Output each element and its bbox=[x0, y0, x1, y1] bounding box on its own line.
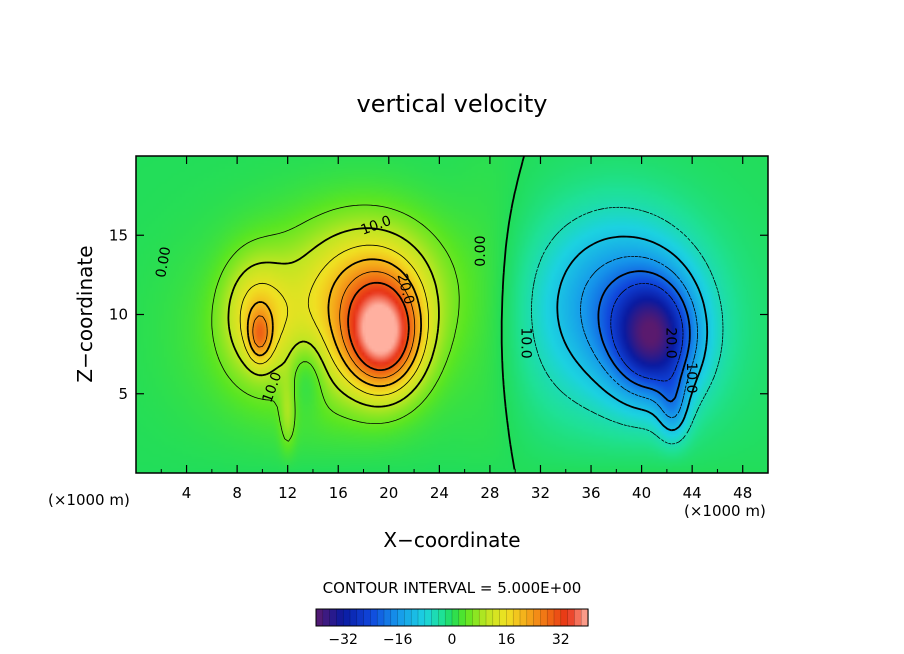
colorbar-segment bbox=[451, 608, 460, 627]
contour-level bbox=[597, 270, 691, 403]
colorbar-segment bbox=[472, 608, 480, 627]
colorbar-segments bbox=[315, 608, 589, 627]
contour-label: 10.0 bbox=[683, 362, 699, 393]
contour-level bbox=[246, 258, 422, 388]
chart-title: vertical velocity bbox=[357, 90, 548, 118]
contour-label: 20.0 bbox=[393, 272, 417, 306]
colorbar-segment bbox=[342, 608, 351, 627]
contour-label: 0.00 bbox=[153, 245, 174, 278]
colorbar-segment bbox=[363, 608, 372, 627]
contour-level bbox=[227, 227, 440, 408]
colorbar-segment bbox=[478, 608, 487, 627]
colorbar-segment bbox=[533, 608, 542, 627]
x-tick-label: 24 bbox=[430, 484, 449, 502]
x-tick-label: 40 bbox=[632, 484, 651, 502]
colorbar-segment bbox=[580, 608, 589, 627]
colorbar-segment bbox=[560, 608, 569, 627]
colorbar-segment bbox=[390, 608, 399, 627]
x-unit-right: (×1000 m) bbox=[684, 502, 766, 520]
colorbar-segment bbox=[506, 608, 514, 627]
contour-level bbox=[211, 204, 460, 442]
x-tick-label: 4 bbox=[182, 484, 192, 502]
colorbar-segment bbox=[499, 608, 508, 627]
colorbar-tick-label: 16 bbox=[497, 632, 515, 648]
contour-label: 0.00 bbox=[473, 236, 489, 267]
velocity-field bbox=[136, 156, 768, 473]
contour-level bbox=[239, 244, 429, 396]
x-tick-label: 32 bbox=[531, 484, 550, 502]
x-tick-label: 44 bbox=[683, 484, 702, 502]
x-tick-label: 28 bbox=[480, 484, 499, 502]
colorbar-segment bbox=[546, 608, 555, 627]
colorbar: −32 −16 0 16 32 bbox=[315, 608, 589, 648]
colorbar-segment bbox=[376, 608, 385, 627]
colorbar-segment bbox=[540, 608, 548, 627]
colorbar-segment bbox=[329, 608, 338, 627]
colorbar-segment bbox=[410, 608, 419, 627]
x-tick-label: 36 bbox=[581, 484, 600, 502]
x-tick-label: 16 bbox=[329, 484, 348, 502]
colorbar-segment bbox=[458, 608, 467, 627]
colorbar-segment bbox=[567, 608, 576, 627]
colorbar-tick-label: −32 bbox=[328, 632, 358, 648]
colorbar-segment bbox=[444, 608, 453, 627]
x-tick-label: 8 bbox=[232, 484, 242, 502]
colorbar-segment bbox=[526, 608, 535, 627]
contour-level bbox=[556, 235, 709, 432]
colorbar-segment bbox=[322, 608, 331, 627]
contour-lines bbox=[211, 156, 724, 470]
colorbar-segment bbox=[492, 608, 501, 627]
colorbar-tick-label: −16 bbox=[383, 632, 413, 648]
x-tick-label: 20 bbox=[379, 484, 398, 502]
colorbar-segment bbox=[574, 608, 582, 627]
colorbar-segment bbox=[465, 608, 474, 627]
y-tick-label: 5 bbox=[118, 385, 128, 403]
contour-label: 10.0 bbox=[517, 327, 533, 358]
colorbar-segment bbox=[512, 608, 521, 627]
contour-level bbox=[500, 156, 525, 470]
colorbar-segment bbox=[397, 608, 406, 627]
colorbar-segment bbox=[404, 608, 412, 627]
contour-level bbox=[252, 271, 416, 379]
colorbar-segment bbox=[336, 608, 344, 627]
colorbar-segment bbox=[315, 608, 324, 627]
colorbar-segment bbox=[417, 608, 426, 627]
colorbar-segment bbox=[356, 608, 365, 627]
colorbar-segment bbox=[349, 608, 358, 627]
contour-label: 20.0 bbox=[663, 327, 679, 358]
x-tick-label: 48 bbox=[733, 484, 752, 502]
colorbar-segment bbox=[485, 608, 494, 627]
y-tick-label: 10 bbox=[109, 306, 128, 324]
x-axis-label: X−coordinate bbox=[383, 528, 520, 552]
colorbar-segment bbox=[370, 608, 378, 627]
colorbar-ticks: −32 −16 0 16 32 bbox=[328, 632, 569, 648]
x-tick-label: 12 bbox=[278, 484, 297, 502]
colorbar-segment bbox=[438, 608, 446, 627]
colorbar-segment bbox=[519, 608, 528, 627]
colorbar-frame bbox=[315, 608, 589, 627]
colorbar-segment bbox=[431, 608, 440, 627]
contour-level bbox=[531, 206, 724, 445]
y-axis: 5 10 15 bbox=[109, 226, 768, 403]
colorbar-tick-label: 32 bbox=[552, 632, 570, 648]
contour-interval-text: CONTOUR INTERVAL = 5.000E+00 bbox=[323, 579, 582, 597]
y-tick-label: 15 bbox=[109, 226, 128, 244]
x-axis: 4 8 12 16 20 24 28 32 36 40 44 48 bbox=[160, 156, 752, 502]
x-unit-left: (×1000 m) bbox=[48, 491, 130, 509]
y-axis-label: Z−coordinate bbox=[73, 245, 97, 382]
colorbar-tick-label: 0 bbox=[448, 632, 457, 648]
colorbar-segment bbox=[553, 608, 562, 627]
contour-level bbox=[610, 283, 684, 382]
contour-level bbox=[580, 256, 698, 419]
contour-level bbox=[347, 281, 410, 371]
colorbar-segment bbox=[383, 608, 392, 627]
colorbar-segment bbox=[424, 608, 433, 627]
